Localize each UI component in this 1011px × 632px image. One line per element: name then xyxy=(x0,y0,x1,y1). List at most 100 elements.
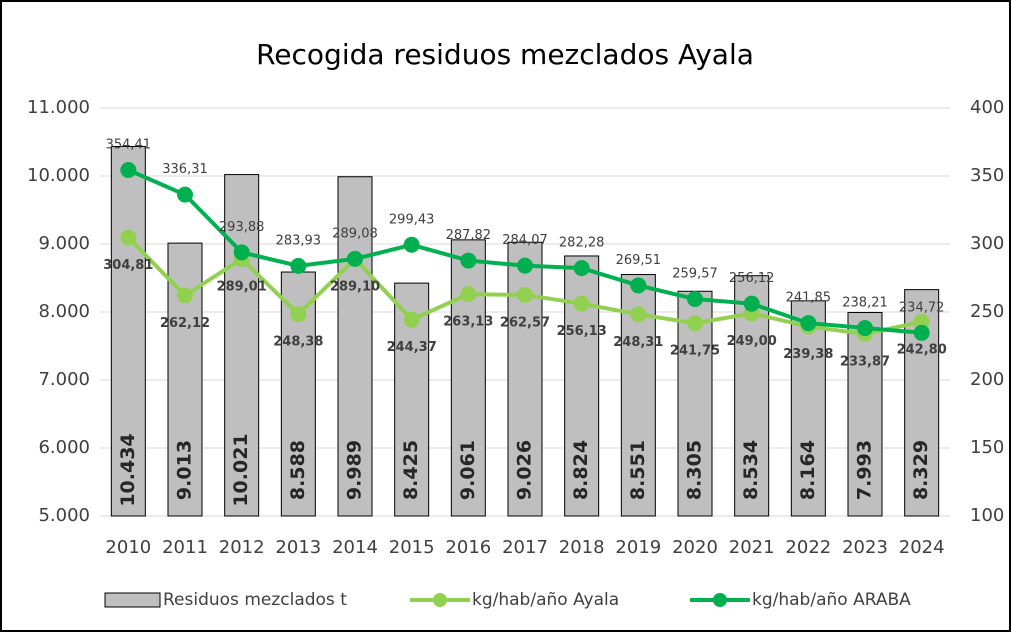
bar-value-label: 10.021 xyxy=(230,433,252,506)
bar-value-label: 8.329 xyxy=(910,440,932,500)
x-tick-label: 2018 xyxy=(559,537,605,558)
line-marker xyxy=(460,286,477,303)
line-value-label: 241,85 xyxy=(786,291,832,306)
x-tick-label: 2015 xyxy=(389,537,435,558)
line-value-label: 249,00 xyxy=(727,334,777,349)
y2-tick-label: 100 xyxy=(970,505,1004,526)
line-marker xyxy=(517,286,533,303)
line-marker xyxy=(120,229,137,246)
line-marker xyxy=(743,295,760,312)
line-marker xyxy=(403,236,420,253)
line-value-label: 284,07 xyxy=(502,233,548,248)
line-marker xyxy=(800,315,817,332)
line-value-label: 299,43 xyxy=(389,212,435,227)
legend-label: kg/hab/año Ayala xyxy=(472,590,619,610)
x-tick-label: 2019 xyxy=(615,537,661,558)
bar-value-label: 8.305 xyxy=(684,440,706,500)
line-marker xyxy=(177,287,193,304)
bar-value-label: 10.434 xyxy=(117,433,139,506)
line-marker xyxy=(573,260,590,277)
y2-tick-label: 150 xyxy=(970,437,1004,458)
line-value-label: 234,72 xyxy=(899,300,945,315)
bar-value-label: 8.425 xyxy=(400,440,422,500)
legend-label: kg/hab/año ARABA xyxy=(752,590,911,610)
line-marker xyxy=(347,250,363,267)
line-marker xyxy=(120,162,137,179)
line-marker xyxy=(517,257,533,274)
line-value-label: 287,82 xyxy=(446,228,492,243)
line-marker xyxy=(687,290,703,307)
x-tick-label: 2022 xyxy=(785,537,831,558)
chart-title: Recogida residuos mezclados Ayala xyxy=(256,38,754,71)
line-value-label: 262,57 xyxy=(500,315,550,330)
legend-swatch xyxy=(713,593,727,607)
line-value-label: 289,01 xyxy=(217,279,267,294)
line-marker xyxy=(460,252,477,269)
line-value-label: 256,12 xyxy=(729,271,775,286)
x-tick-label: 2017 xyxy=(502,537,548,558)
line-marker xyxy=(573,295,590,312)
y2-tick-label: 250 xyxy=(970,301,1004,322)
bar-value-label: 9.026 xyxy=(514,440,536,500)
x-tick-label: 2023 xyxy=(842,537,888,558)
bar-value-label: 8.588 xyxy=(287,440,309,500)
x-tick-label: 2010 xyxy=(105,537,151,558)
bar xyxy=(394,282,430,517)
bar xyxy=(790,300,826,517)
y-tick-label: 7.000 xyxy=(38,369,90,390)
line-value-label: 239,38 xyxy=(783,347,833,362)
line-value-label: 336,31 xyxy=(162,162,208,177)
bar-value-label: 9.013 xyxy=(174,440,196,500)
bar-value-label: 8.824 xyxy=(570,440,592,500)
x-tick-label: 2020 xyxy=(672,537,718,558)
y2-tick-label: 200 xyxy=(970,369,1004,390)
line-marker xyxy=(403,311,420,328)
line-value-label: 248,31 xyxy=(613,335,663,350)
line-value-label: 282,28 xyxy=(559,236,605,251)
line-value-label: 263,13 xyxy=(443,315,493,330)
y-tick-label: 9.000 xyxy=(38,233,90,254)
x-tick-label: 2014 xyxy=(332,537,378,558)
line-marker xyxy=(290,257,307,274)
bar xyxy=(847,311,883,517)
y-tick-label: 11.000 xyxy=(27,97,90,118)
x-tick-label: 2011 xyxy=(162,537,208,558)
bar-value-label: 8.551 xyxy=(627,440,649,500)
line-value-label: 244,37 xyxy=(387,340,437,355)
line-value-label: 283,93 xyxy=(276,233,322,248)
line-marker xyxy=(630,277,647,294)
line-marker xyxy=(913,313,930,330)
line-marker xyxy=(857,320,873,337)
line-value-label: 242,80 xyxy=(897,342,947,357)
y-tick-label: 10.000 xyxy=(27,165,90,186)
line-value-label: 241,75 xyxy=(670,344,720,359)
line-marker xyxy=(630,306,647,323)
line-value-label: 248,38 xyxy=(273,335,323,350)
bar xyxy=(224,174,260,517)
y2-tick-label: 400 xyxy=(970,97,1004,118)
bar-value-label: 9.989 xyxy=(344,440,366,500)
line-marker xyxy=(290,306,307,323)
x-tick-label: 2021 xyxy=(729,537,775,558)
bar xyxy=(450,239,486,517)
x-tick-label: 2013 xyxy=(275,537,321,558)
x-tick-label: 2012 xyxy=(219,537,265,558)
line-marker xyxy=(913,324,930,341)
bar xyxy=(337,176,373,517)
y-tick-label: 8.000 xyxy=(38,301,90,322)
line-value-label: 354,41 xyxy=(106,138,152,153)
y2-tick-label: 350 xyxy=(970,165,1004,186)
line-marker xyxy=(177,186,193,203)
line-value-label: 269,51 xyxy=(616,253,662,268)
bar-value-label: 9.061 xyxy=(457,440,479,500)
line-value-label: 238,21 xyxy=(842,296,888,311)
line-value-label: 259,57 xyxy=(672,266,718,281)
line-value-label: 289,10 xyxy=(330,279,380,294)
y-tick-label: 6.000 xyxy=(38,437,90,458)
line-value-label: 256,13 xyxy=(557,324,607,339)
legend-label: Residuos mezclados t xyxy=(163,590,347,610)
line-value-label: 233,87 xyxy=(840,354,890,369)
line-value-label: 289,08 xyxy=(332,226,378,241)
line-value-label: 304,81 xyxy=(103,258,153,273)
